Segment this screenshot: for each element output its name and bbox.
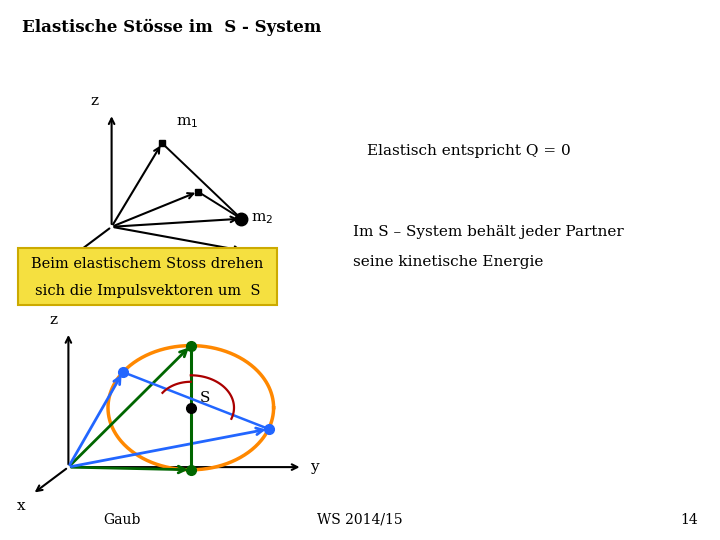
Text: x: x [49, 267, 58, 281]
Text: Gaub: Gaub [104, 512, 141, 526]
Text: m$_1$: m$_1$ [176, 115, 199, 130]
Text: y: y [252, 259, 261, 273]
Text: S: S [199, 391, 210, 405]
Text: Im S – System behält jeder Partner: Im S – System behält jeder Partner [353, 225, 624, 239]
Text: seine kinetische Energie: seine kinetische Energie [353, 255, 543, 269]
Text: y: y [310, 460, 318, 474]
Text: Beim elastischem Stoss drehen: Beim elastischem Stoss drehen [32, 257, 264, 271]
Text: Elastische Stösse im  S - System: Elastische Stösse im S - System [22, 19, 321, 36]
Text: Elastisch entspricht Q = 0: Elastisch entspricht Q = 0 [367, 144, 571, 158]
Text: z: z [91, 94, 99, 108]
Text: sich die Impulsvektoren um  S: sich die Impulsvektoren um S [35, 284, 261, 298]
Text: m$_2$: m$_2$ [251, 211, 273, 226]
Text: z: z [50, 313, 58, 327]
Text: WS 2014/15: WS 2014/15 [318, 512, 402, 526]
Text: 14: 14 [680, 512, 698, 526]
Text: x: x [17, 500, 25, 514]
FancyBboxPatch shape [18, 248, 277, 305]
